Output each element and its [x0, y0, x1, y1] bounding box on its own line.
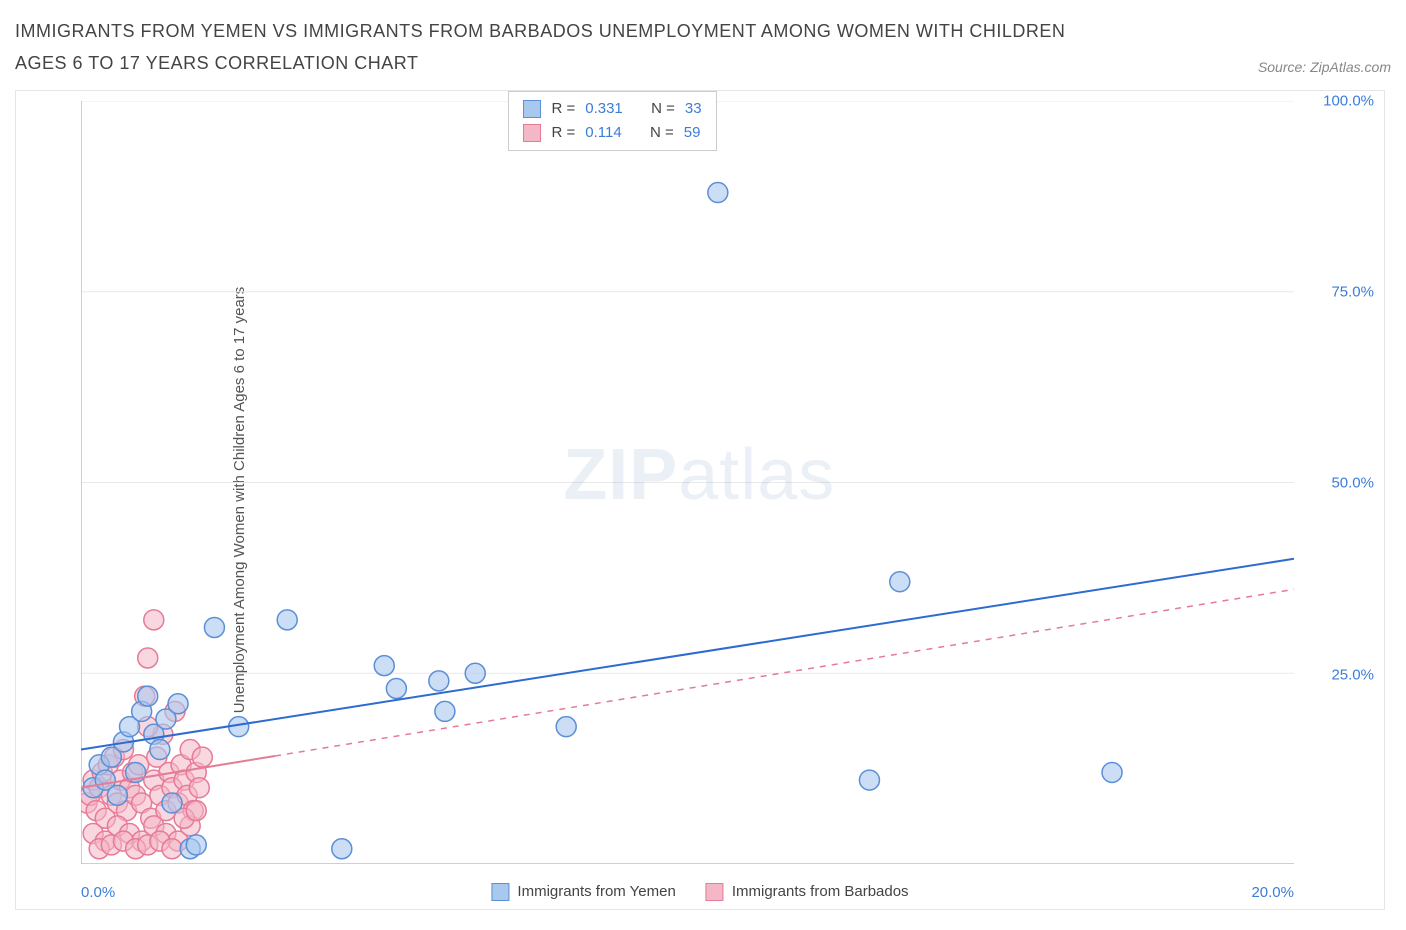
- x-axis-max-label: 20.0%: [1251, 884, 1294, 901]
- legend-swatch-yemen: [523, 100, 541, 118]
- n-label: N =: [650, 121, 674, 145]
- legend-row-barbados: R = 0.114 N = 59: [523, 121, 701, 145]
- legend-swatch-barbados: [523, 124, 541, 142]
- legend-label-yemen: Immigrants from Yemen: [517, 883, 675, 900]
- r-label: R =: [551, 121, 575, 145]
- scatter-plot-svg: [81, 101, 1294, 864]
- r-label: R =: [551, 97, 575, 121]
- legend-label-barbados: Immigrants from Barbados: [732, 883, 909, 900]
- legend-row-yemen: R = 0.331 N = 33: [523, 97, 701, 121]
- n-label: N =: [651, 97, 675, 121]
- n-value-barbados: 59: [684, 121, 701, 145]
- series-legend: Immigrants from Yemen Immigrants from Ba…: [491, 883, 908, 901]
- legend-swatch-yemen-icon: [491, 883, 509, 901]
- n-value-yemen: 33: [685, 97, 702, 121]
- y-tick-label: 100.0%: [1323, 92, 1374, 109]
- legend-swatch-barbados-icon: [706, 883, 724, 901]
- r-value-barbados: 0.114: [585, 121, 621, 145]
- legend-item-yemen: Immigrants from Yemen: [491, 883, 675, 901]
- r-value-yemen: 0.331: [585, 97, 623, 121]
- x-axis-origin-label: 0.0%: [81, 884, 115, 901]
- plot-area: [81, 101, 1294, 864]
- source-attribution: Source: ZipAtlas.com: [1258, 59, 1391, 80]
- legend-item-barbados: Immigrants from Barbados: [706, 883, 909, 901]
- y-tick-label: 25.0%: [1331, 666, 1374, 683]
- chart-container: Unemployment Among Women with Children A…: [15, 90, 1385, 910]
- correlation-legend: R = 0.331 N = 33 R = 0.114 N = 59: [508, 91, 716, 151]
- y-tick-label: 75.0%: [1331, 284, 1374, 301]
- chart-title: IMMIGRANTS FROM YEMEN VS IMMIGRANTS FROM…: [15, 15, 1115, 80]
- y-tick-label: 50.0%: [1331, 475, 1374, 492]
